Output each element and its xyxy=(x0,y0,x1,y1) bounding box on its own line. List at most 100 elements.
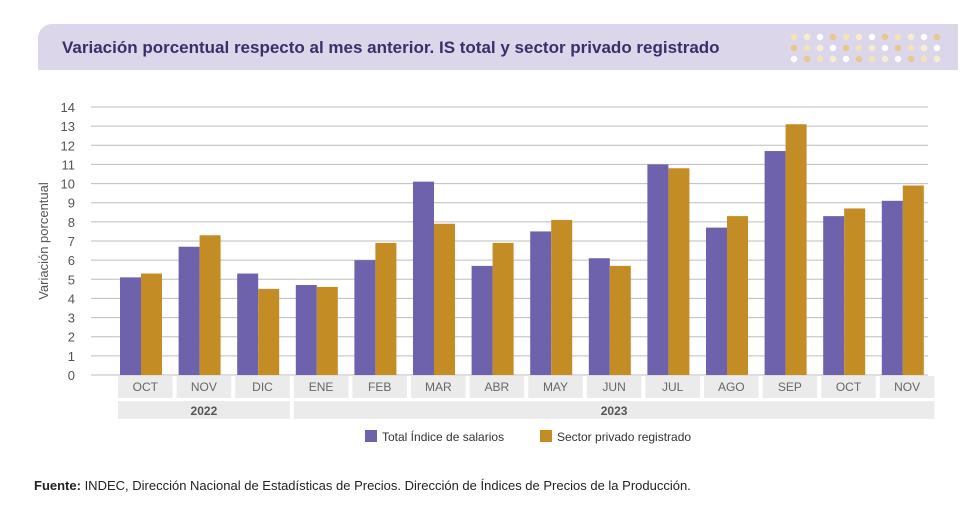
legend-label: Sector privado registrado xyxy=(557,430,691,444)
category-label-bg xyxy=(235,376,290,398)
category-label-bg xyxy=(879,376,935,398)
bar-private xyxy=(492,242,514,375)
source-text: INDEC, Dirección Nacional de Estadística… xyxy=(80,478,691,493)
decorative-dot xyxy=(868,55,876,63)
decorative-dot xyxy=(907,44,915,52)
y-tick-label: 8 xyxy=(68,215,75,230)
bar-total xyxy=(706,227,727,375)
category-label-bg xyxy=(821,376,876,398)
bar-private xyxy=(785,124,807,375)
bar-private xyxy=(727,216,748,375)
bar-private xyxy=(258,288,280,375)
x-tick-label: JUL xyxy=(662,380,684,394)
x-tick-label: ENE xyxy=(309,380,334,394)
decorative-dot xyxy=(803,44,811,52)
decorative-dot xyxy=(894,33,902,41)
bar-private xyxy=(316,286,338,375)
bar-private xyxy=(199,235,221,375)
x-tick-label: JUN xyxy=(602,380,625,394)
bar-private xyxy=(434,223,455,375)
decorative-dot xyxy=(790,55,798,63)
category-label-bg xyxy=(469,376,525,398)
bar-total xyxy=(881,200,903,375)
decorative-dot xyxy=(790,33,798,41)
decorative-dot xyxy=(881,44,889,52)
decorative-dot xyxy=(829,44,837,52)
decorative-dot xyxy=(816,33,824,41)
decorative-dot xyxy=(894,44,902,52)
decorative-dot xyxy=(842,44,850,52)
decorative-dot xyxy=(933,44,941,52)
x-tick-label: ABR xyxy=(485,380,510,394)
bar-private xyxy=(609,265,631,375)
category-label-bg xyxy=(118,376,173,398)
y-tick-label: 11 xyxy=(62,157,76,172)
year-label-bg xyxy=(118,401,290,419)
category-label-bg xyxy=(586,376,642,398)
year-label: 2022 xyxy=(191,404,218,418)
x-tick-label: MAR xyxy=(425,380,452,394)
decorative-dot xyxy=(933,33,941,41)
y-tick-label: 4 xyxy=(68,291,75,306)
decorative-dot xyxy=(803,33,811,41)
bar-total xyxy=(413,181,434,375)
x-tick-label: NOV xyxy=(191,380,217,394)
x-tick-label: DIC xyxy=(252,380,273,394)
decorative-dot xyxy=(868,44,876,52)
y-tick-label: 2 xyxy=(68,330,75,345)
x-tick-label: AGO xyxy=(718,380,745,394)
bar-private xyxy=(375,242,397,375)
decorative-dot xyxy=(933,55,941,63)
category-label-bg xyxy=(411,376,466,398)
bar-total xyxy=(237,273,259,375)
decorative-dot xyxy=(920,55,928,63)
bar-total xyxy=(764,151,786,375)
category-label-bg xyxy=(528,376,583,398)
category-label-bg xyxy=(704,376,759,398)
y-tick-label: 6 xyxy=(68,253,75,268)
decorative-dot xyxy=(855,33,863,41)
y-tick-label: 3 xyxy=(68,311,75,326)
y-tick-label: 7 xyxy=(68,234,75,249)
chart-title: Variación porcentual respecto al mes ant… xyxy=(62,38,720,57)
bar-private xyxy=(902,185,924,375)
decorative-dot xyxy=(907,33,915,41)
source-note: Fuente: INDEC, Dirección Nacional de Est… xyxy=(34,478,691,493)
year-label: 2023 xyxy=(601,404,628,418)
y-tick-label: 9 xyxy=(68,196,75,211)
legend-swatch xyxy=(540,430,552,442)
x-tick-label: SEP xyxy=(778,380,802,394)
bar-private xyxy=(844,208,866,375)
bar-private xyxy=(141,273,162,375)
bar-total xyxy=(530,231,552,375)
bar-total xyxy=(120,277,141,375)
legend-label: Total Índice de salarios xyxy=(382,429,504,444)
y-tick-label: 0 xyxy=(68,368,75,383)
decorative-dot xyxy=(920,33,928,41)
bar-total xyxy=(471,265,493,375)
decorative-dot xyxy=(881,33,889,41)
x-tick-label: FEB xyxy=(368,380,391,394)
y-tick-label: 10 xyxy=(61,177,75,192)
bar-private xyxy=(668,168,690,375)
category-label-bg xyxy=(645,376,700,398)
bar-total xyxy=(588,258,610,375)
category-label-bg xyxy=(176,376,232,398)
y-tick-label: 1 xyxy=(68,349,75,364)
x-tick-label: NOV xyxy=(894,380,920,394)
source-label: Fuente: xyxy=(34,478,81,493)
y-tick-label: 13 xyxy=(61,119,75,134)
decorative-dot xyxy=(855,44,863,52)
bar-total xyxy=(647,164,669,375)
y-tick-label: 5 xyxy=(68,272,75,287)
y-tick-label: 12 xyxy=(61,138,75,153)
decorative-dot xyxy=(842,33,850,41)
category-label-bg xyxy=(352,376,407,398)
decorative-dot xyxy=(894,55,902,63)
decorative-dot xyxy=(816,44,824,52)
title-banner: Variación porcentual respecto al mes ant… xyxy=(38,24,958,70)
decorative-dot xyxy=(881,55,889,63)
x-tick-label: OCT xyxy=(133,380,159,394)
year-label-bg xyxy=(293,401,935,419)
